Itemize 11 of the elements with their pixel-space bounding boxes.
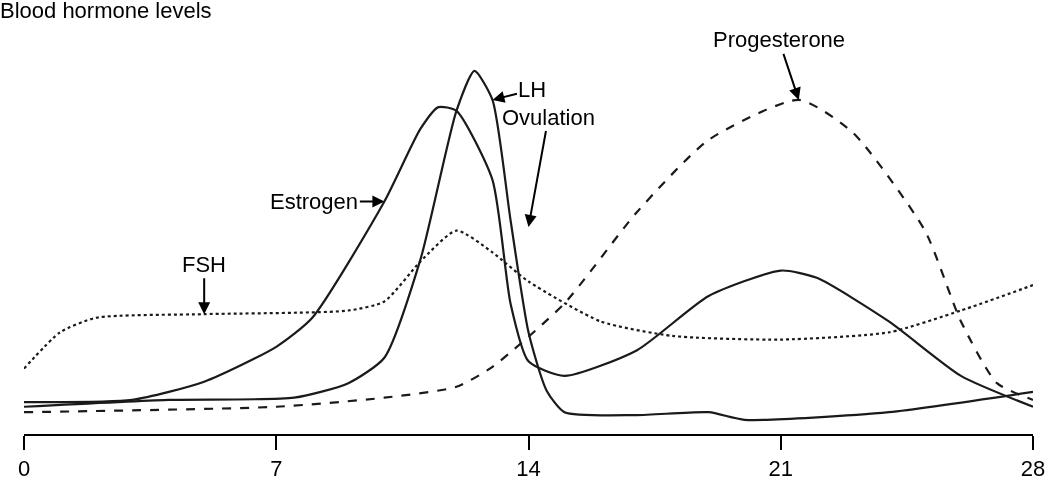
chart-title: Blood hormone levels <box>0 0 212 23</box>
series-label: FSH <box>182 252 226 277</box>
annotation: Ovulation <box>502 105 595 130</box>
series-label: LH <box>518 77 547 102</box>
x-tick-label: 0 <box>17 456 31 482</box>
x-tick-label: 21 <box>768 456 793 482</box>
x-tick-label: 7 <box>270 456 283 482</box>
x-tick-label: 28 <box>1020 456 1046 482</box>
series-label: Estrogen <box>270 189 359 214</box>
text: Progesterone <box>713 27 846 52</box>
x-tick-label: 14 <box>516 456 541 482</box>
